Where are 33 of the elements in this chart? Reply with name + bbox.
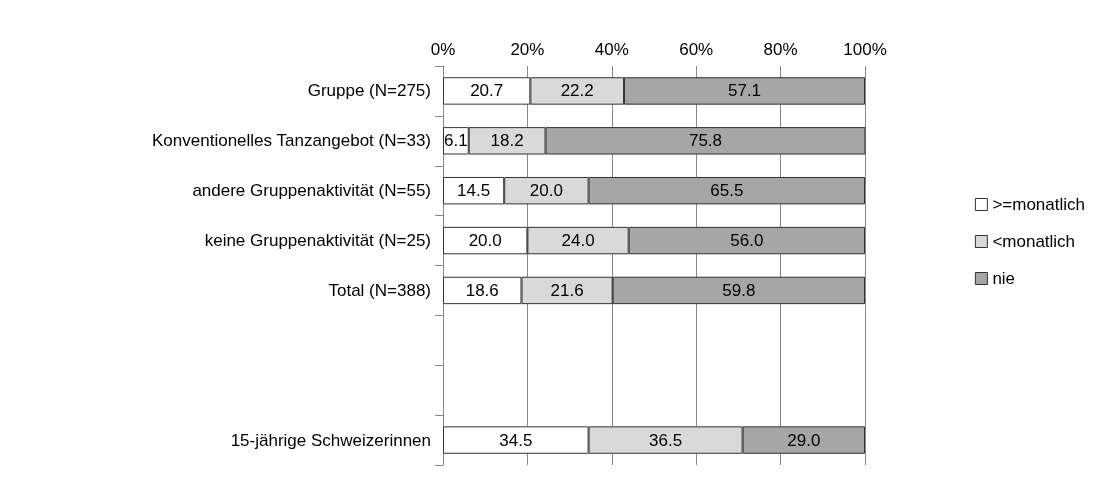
data-label: 14.5	[457, 181, 491, 201]
data-label: 57.1	[727, 81, 762, 101]
data-label: 22.2	[560, 81, 594, 101]
x-tick-label: 20%	[510, 40, 545, 59]
data-label: 24.0	[561, 231, 595, 251]
data-label: 20.0	[529, 181, 563, 201]
data-label: 18.6	[465, 280, 499, 300]
data-label: 65.5	[710, 181, 744, 201]
legend-label: <monatlich	[992, 232, 1076, 251]
data-label: 20.7	[470, 81, 504, 101]
data-label: 34.5	[499, 430, 533, 450]
data-label: 29.0	[787, 430, 821, 450]
data-label: 18.2	[490, 131, 524, 151]
y-tick-label: Total (N=388)	[328, 280, 431, 300]
x-tick-label: 0%	[430, 40, 456, 59]
data-label: 56.0	[730, 231, 764, 251]
y-tick-label: Gruppe (N=275)	[307, 81, 431, 101]
x-tick-label: 80%	[763, 40, 798, 59]
y-tick-label: 15-jährige Schweizerinnen	[230, 430, 431, 450]
y-tick-label: andere Gruppenaktivität (N=55)	[192, 181, 431, 201]
data-label: 75.8	[688, 131, 723, 151]
x-tick-label: 100%	[843, 40, 887, 59]
legend-label: >=monatlich	[992, 195, 1086, 214]
y-tick-label: keine Gruppenaktivität (N=25)	[204, 231, 431, 251]
data-label: 20.0	[468, 231, 502, 251]
x-tick-label: 60%	[679, 40, 714, 59]
data-label: 6.1	[444, 131, 468, 151]
legend-label: nie	[992, 269, 1016, 288]
data-label: 59.8	[722, 280, 756, 300]
x-tick-label: 40%	[594, 40, 629, 59]
data-label: 21.6	[550, 280, 584, 300]
y-tick-label: Konventionelles Tanzangebot (N=33)	[152, 131, 431, 151]
data-label: 36.5	[649, 430, 683, 450]
